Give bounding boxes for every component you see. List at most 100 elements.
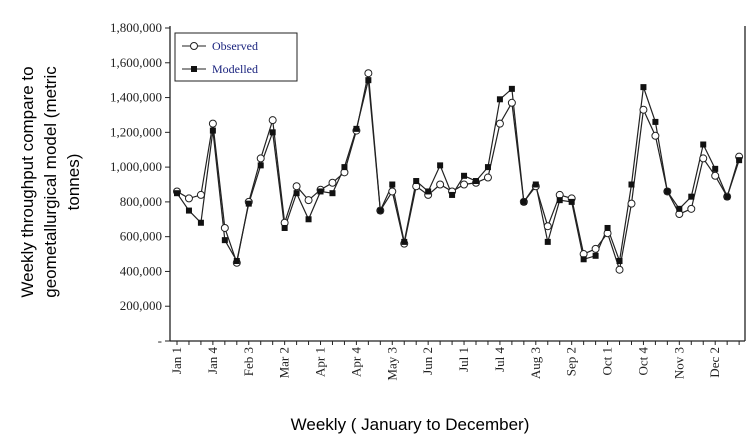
x-tick-label: Aug 3	[528, 347, 543, 379]
observed-point	[495, 119, 504, 128]
y-axis-title-line-2: geometallurgical model (metric	[41, 66, 60, 298]
observed-point	[711, 171, 720, 180]
x-tick-label: Oct 1	[600, 347, 615, 376]
observed-point	[639, 105, 648, 114]
y-tick-label: 400,000	[120, 263, 162, 278]
x-tick-label: Jul 1	[456, 347, 471, 372]
modelled-point	[245, 200, 252, 207]
x-tick-label: Jun 2	[420, 347, 435, 375]
modelled-point	[197, 219, 204, 226]
y-tick-label: 200,000	[120, 298, 162, 313]
x-tick-label: Dec 2	[707, 347, 722, 378]
x-tick-label: Jul 4	[492, 347, 507, 372]
modelled-point	[604, 224, 611, 231]
modelled-point	[484, 164, 491, 171]
modelled-point	[413, 178, 420, 185]
observed-point	[436, 180, 445, 189]
observed-point	[543, 222, 552, 231]
legend: Observed Modelled	[174, 32, 298, 82]
x-tick-label: Oct 4	[635, 347, 650, 376]
observed-point	[627, 199, 636, 208]
y-tick-label: -	[158, 333, 162, 348]
x-tick-label: Apr 1	[313, 347, 328, 377]
modelled-point	[329, 190, 336, 197]
observed-point	[268, 116, 277, 125]
observed-point	[507, 98, 516, 107]
modelled-point	[676, 205, 683, 212]
observed-point	[208, 119, 217, 128]
modelled-point	[365, 77, 372, 84]
observed-point	[184, 194, 193, 203]
modelled-point	[353, 125, 360, 132]
observed-point	[292, 182, 301, 191]
observed-point	[328, 178, 337, 187]
modelled-point	[532, 181, 539, 188]
x-tick-label: Mar 2	[277, 347, 292, 378]
y-tick-label: 1,800,000	[110, 20, 162, 35]
modelled-point	[401, 238, 408, 245]
observed-point	[687, 204, 696, 213]
observed-point	[304, 196, 313, 205]
observed-point	[615, 265, 624, 274]
legend-observed-marker	[190, 42, 198, 50]
y-tick-label: 1,400,000	[110, 90, 162, 105]
modelled-point	[425, 188, 432, 195]
modelled-point	[221, 237, 228, 244]
y-axis-title: Weekly throughput compare to geometallur…	[18, 66, 83, 298]
modelled-point	[520, 198, 527, 205]
modelled-point	[449, 191, 456, 198]
series-line-modelled	[176, 80, 740, 263]
observed-point	[460, 180, 469, 189]
modelled-point	[568, 198, 575, 205]
modelled-point	[628, 181, 635, 188]
modelled-point	[185, 207, 192, 214]
modelled-point	[736, 157, 743, 164]
modelled-point	[556, 197, 563, 204]
observed-point	[196, 190, 205, 199]
y-tick-label: 600,000	[120, 229, 162, 244]
modelled-point	[341, 164, 348, 171]
modelled-point	[580, 256, 587, 263]
legend-modelled-marker	[191, 66, 197, 72]
modelled-point	[269, 129, 276, 136]
observed-point	[256, 154, 265, 163]
modelled-point	[209, 127, 216, 134]
modelled-point	[389, 181, 396, 188]
modelled-point	[508, 85, 515, 92]
observed-point	[388, 187, 397, 196]
observed-point	[699, 154, 708, 163]
modelled-point	[544, 238, 551, 245]
modelled-point	[281, 224, 288, 231]
modelled-point	[652, 118, 659, 125]
y-tick-label: 1,000,000	[110, 159, 162, 174]
modelled-point	[257, 162, 264, 169]
modelled-point	[293, 190, 300, 197]
modelled-point	[473, 178, 479, 185]
x-tick-label: Feb 3	[241, 347, 256, 376]
modelled-point	[461, 172, 468, 179]
modelled-point	[664, 188, 671, 195]
modelled-point	[437, 162, 444, 169]
observed-point	[220, 223, 229, 232]
modelled-point	[640, 84, 647, 91]
y-tick-label: 1,600,000	[110, 55, 162, 70]
legend-observed-label: Observed	[212, 39, 258, 53]
x-tick-label: Jan 4	[205, 347, 220, 375]
x-tick-label: Jan 1	[169, 347, 184, 374]
x-tick-label: May 3	[384, 347, 399, 381]
modelled-point	[712, 165, 719, 172]
modelled-point	[233, 258, 240, 265]
modelled-point	[377, 207, 384, 214]
x-tick-label: Apr 4	[348, 347, 363, 377]
modelled-point	[616, 258, 623, 265]
modelled-point	[317, 188, 324, 195]
legend-box	[174, 32, 298, 82]
observed-point	[651, 131, 660, 140]
modelled-point	[496, 96, 503, 103]
y-tick-label: 1,200,000	[110, 124, 162, 139]
modelled-point	[592, 252, 599, 259]
x-tick-label: Nov 3	[671, 347, 686, 379]
modelled-point	[724, 193, 731, 200]
